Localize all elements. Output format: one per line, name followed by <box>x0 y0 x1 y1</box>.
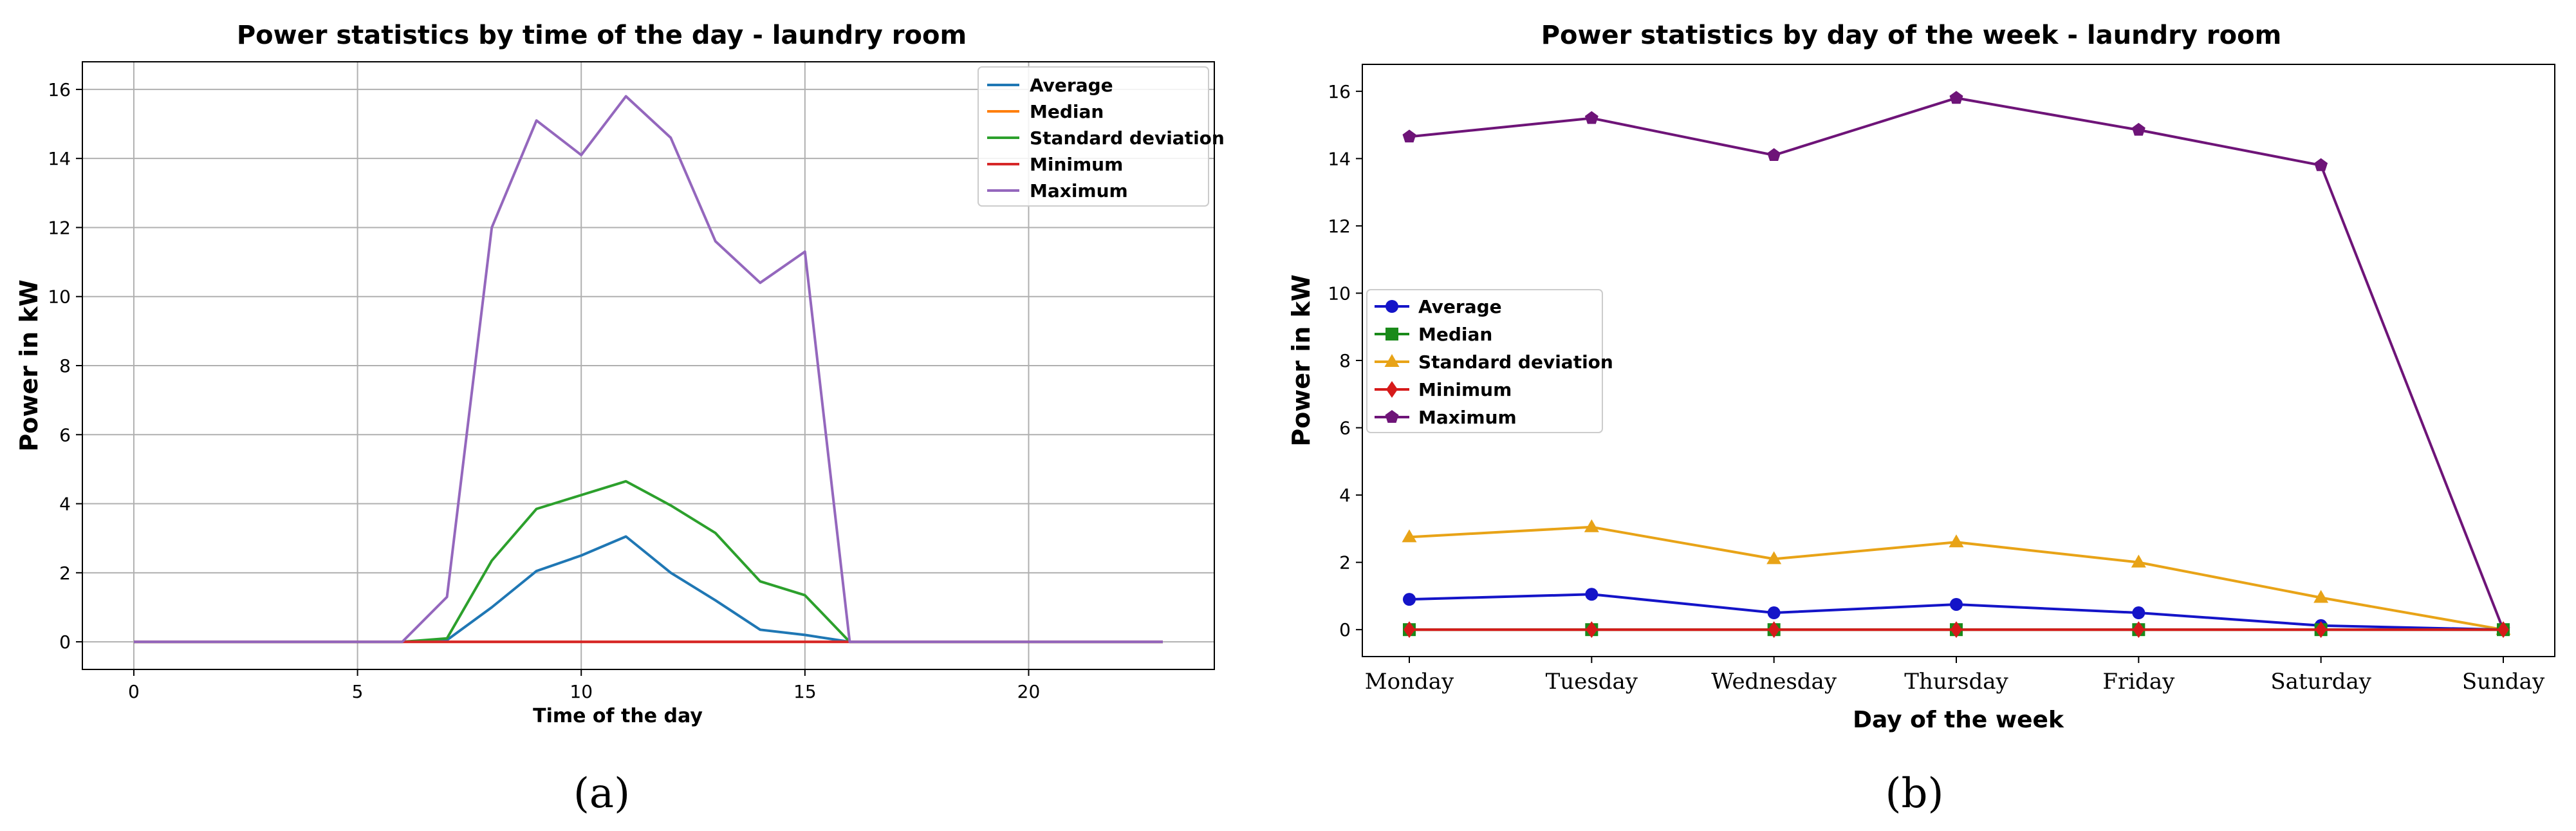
chart-b-x-tick-label: Sunday <box>2462 669 2545 695</box>
chart-b-y-axis-label: Power in kW <box>1287 274 1315 446</box>
chart-b-point-minimum <box>1951 621 1962 639</box>
chart-b-legend-label: Maximum <box>1418 407 1517 428</box>
chart-a-legend-label: Maximum <box>1030 180 1128 201</box>
chart-b-point-standard-deviation <box>1402 529 1417 543</box>
chart-a-x-tick-label: 10 <box>570 681 593 702</box>
chart-a-x-tick-label: 0 <box>128 681 140 702</box>
chart-b-x-tick-label: Saturday <box>2270 669 2371 695</box>
chart-a-x-tick-label: 15 <box>793 681 817 702</box>
chart-b-ticks: Monday Tuesday Wednesday Thursday Friday Satu… <box>1328 81 2545 695</box>
panel-label-b: (b) <box>1886 770 1944 817</box>
chart-b-point-minimum <box>1404 621 1415 639</box>
chart-a-legend-label: Standard deviation <box>1030 127 1225 149</box>
chart-b-x-tick-label: Monday <box>1365 669 1454 695</box>
chart-b-x-tick-label: Friday <box>2102 669 2175 695</box>
chart-a-y-tick-label: 6 <box>59 424 71 445</box>
chart-b-legend-marker <box>1385 410 1399 423</box>
chart-a-x-tick-label: 5 <box>352 681 364 702</box>
panel-label-a: (a) <box>573 770 630 817</box>
chart-a-y-tick-label: 8 <box>59 355 71 377</box>
chart-a-series-line-maximum <box>134 95 1163 644</box>
chart-b-legend-label: Standard deviation <box>1418 351 1613 373</box>
chart-b: Power statistics by day of the week - la… <box>1287 21 2555 733</box>
chart-b-legend-marker <box>1386 381 1398 398</box>
chart-b-y-tick-label: 14 <box>1328 148 1351 169</box>
chart-b-x-tick-label: Thursday <box>1904 669 2008 695</box>
chart-b-y-tick-label: 10 <box>1328 283 1351 304</box>
chart-a-y-tick-label: 2 <box>59 563 71 584</box>
chart-b-y-tick-label: 8 <box>1339 350 1351 371</box>
chart-b-point-standard-deviation <box>2313 590 2329 603</box>
chart-b-point-average <box>1585 588 1598 601</box>
chart-b-legend: Average Median Standard deviation Minimum Ma… <box>1366 289 1613 433</box>
chart-b-point-standard-deviation <box>1584 519 1599 532</box>
chart-a-y-tick-label: 0 <box>59 631 71 653</box>
chart-b-point-minimum <box>2497 621 2509 639</box>
chart-b-series <box>1402 91 2511 639</box>
chart-b-legend-label: Minimum <box>1418 379 1512 400</box>
chart-a-legend-label: Median <box>1030 101 1104 122</box>
chart-b-point-average <box>1403 593 1416 606</box>
chart-a-series <box>134 95 1163 644</box>
chart-b-legend-label: Median <box>1418 324 1492 345</box>
chart-b-y-tick-label: 12 <box>1328 216 1351 237</box>
chart-a-series-line-average <box>134 535 1163 644</box>
chart-a-legend-label: Minimum <box>1030 154 1123 175</box>
chart-b-point-maximum <box>1767 148 1781 161</box>
chart-a-x-tick-label: 20 <box>1017 681 1041 702</box>
chart-a-x-axis-label: Time of the day <box>533 705 703 727</box>
chart-b-point-minimum <box>2133 621 2145 639</box>
chart-a-legend-label: Average <box>1030 75 1113 96</box>
chart-a-y-tick-label: 14 <box>48 148 71 169</box>
chart-b-point-maximum <box>1584 111 1598 124</box>
chart-b-title: Power statistics by day of the week - la… <box>1541 21 2282 50</box>
chart-b-point-maximum <box>2314 158 2328 171</box>
chart-b-y-tick-label: 6 <box>1339 418 1351 439</box>
chart-a-y-axis-label: Power in kW <box>15 279 43 451</box>
chart-b-legend-box <box>1366 289 1603 433</box>
chart-a-y-tick-label: 10 <box>48 286 71 308</box>
chart-b-y-tick-label: 16 <box>1328 81 1351 102</box>
chart-b-point-minimum <box>1768 621 1780 639</box>
chart-a-legend: Average Median Standard deviation Minimum Ma… <box>978 66 1225 207</box>
chart-b-legend-marker <box>1384 354 1400 367</box>
chart-a-ticks: 0 5 10 15 20 0 2 4 6 8 10 12 14 16 <box>48 79 1040 702</box>
chart-b-point-average <box>2132 606 2145 620</box>
chart-b-y-tick-label: 4 <box>1339 485 1351 506</box>
chart-b-y-tick-label: 0 <box>1339 619 1351 640</box>
chart-a-y-tick-label: 12 <box>48 217 71 238</box>
chart-a-legend-box <box>978 66 1209 207</box>
chart-b-point-maximum <box>1402 129 1416 143</box>
chart-b-x-tick-label: Wednesday <box>1711 669 1837 695</box>
chart-b-x-axis-label: Day of the week <box>1853 707 2064 733</box>
chart-a-title: Power statistics by time of the day - la… <box>237 21 967 50</box>
chart-b-point-minimum <box>2315 621 2327 639</box>
chart-b-point-average <box>1950 597 1963 611</box>
chart-b-point-standard-deviation <box>2131 554 2146 568</box>
chart-b-legend-label: Average <box>1418 296 1502 317</box>
chart-b-point-standard-deviation <box>1766 551 1782 565</box>
chart-b-y-tick-label: 2 <box>1339 552 1351 574</box>
chart-b-x-tick-label: Tuesday <box>1546 669 1638 695</box>
chart-a-y-tick-label: 16 <box>48 79 71 100</box>
chart-b-point-maximum <box>2131 122 2145 136</box>
chart-a-series-line-standard-deviation <box>134 480 1163 644</box>
chart-b-point-minimum <box>1586 621 1598 639</box>
chart-b-legend-marker <box>1385 300 1398 313</box>
chart-a: Power statistics by time of the day - la… <box>15 21 1225 727</box>
chart-b-point-standard-deviation <box>1949 534 1964 548</box>
chart-b-point-average <box>1767 606 1781 620</box>
chart-a-y-tick-label: 4 <box>59 494 71 515</box>
chart-b-legend-marker <box>1385 328 1398 341</box>
chart-b-point-maximum <box>1949 91 1963 104</box>
